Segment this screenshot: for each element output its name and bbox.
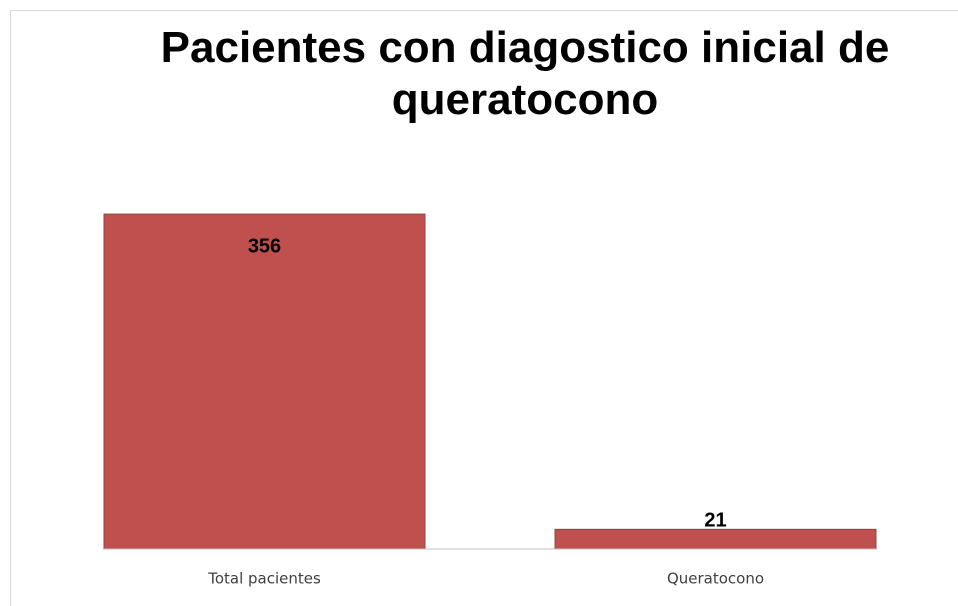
chart-border bbox=[10, 10, 958, 606]
bar bbox=[554, 528, 877, 550]
data-label: 21 bbox=[704, 510, 726, 532]
x-tick-label: Queratocono bbox=[667, 570, 764, 588]
bar bbox=[103, 213, 426, 550]
data-label: 356 bbox=[248, 235, 281, 257]
chart-title: Pacientes con diagostico inicial de quer… bbox=[160, 23, 890, 124]
x-tick-label: Total pacientes bbox=[207, 570, 321, 588]
